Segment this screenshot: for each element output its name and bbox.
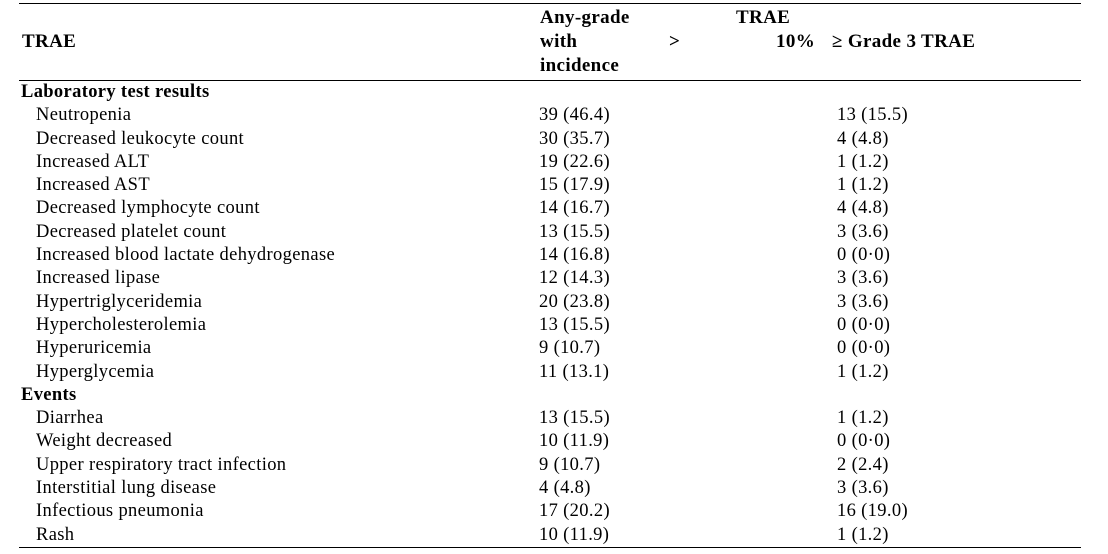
row-grade3: 0 (0·0) [837,314,891,335]
row-any-grade: 13 (15.5) [539,408,610,429]
row-name: Decreased leukocyte count [36,128,245,149]
table-row: Decreased lymphocyte count 14 (16.7) 4 (4.… [19,197,1081,220]
row-any-grade: 4 (4.8) [539,478,591,499]
row-grade3: 0 (0·0) [837,431,891,452]
row-any-grade: 12 (14.3) [539,268,610,289]
row-grade3: 3 (3.6) [837,268,889,289]
row-any-grade: 30 (35.7) [539,128,610,149]
row-any-grade: 14 (16.7) [539,198,610,219]
table-row: Hyperuricemia 9 (10.7) 0 (0·0) [19,337,1081,360]
row-name: Increased lipase [36,268,161,289]
row-name: Increased ALT [36,151,150,172]
table-row: Decreased platelet count 13 (15.5) 3 (3.6) [19,221,1081,244]
row-grade3: 0 (0·0) [837,338,891,359]
row-grade3: 1 (1.2) [837,524,889,545]
row-name: Neutropenia [36,105,132,126]
row-grade3: 13 (15.5) [837,105,908,126]
row-name: Increased AST [36,175,150,196]
row-name: Infectious pneumonia [36,501,204,522]
table-row: Infectious pneumonia 17 (20.2) 16 (19.0) [19,500,1081,523]
table-row: Increased ALT 19 (22.6) 1 (1.2) [19,151,1081,174]
row-any-grade: 20 (23.8) [539,291,610,312]
header-word-with: with [540,31,578,52]
table-row: Upper respiratory tract infection 9 (10.7… [19,454,1081,477]
row-grade3: 1 (1.2) [837,408,889,429]
header-word-gt: > [669,31,681,52]
header-word-trae: TRAE [736,7,791,28]
row-any-grade: 13 (15.5) [539,314,610,335]
row-name: Decreased lymphocyte count [36,198,260,219]
row-name: Hyperuricemia [36,338,152,359]
table-row: Increased AST 15 (17.9) 1 (1.2) [19,174,1081,197]
table-header: TRAE Any-grade TRAE with > 10% incidence… [19,3,1081,81]
row-any-grade: 15 (17.9) [539,175,610,196]
table-row: Neutropenia 39 (46.4) 13 (15.5) [19,104,1081,127]
header-row: TRAE Any-grade TRAE with > 10% incidence… [19,3,1081,81]
row-grade3: 1 (1.2) [837,175,889,196]
table-row: Increased blood lactate dehydrogenase 14 … [19,244,1081,267]
header-word-10: 10% [776,31,816,52]
row-name: Increased blood lactate dehydrogenase [36,245,336,266]
row-grade3: 4 (4.8) [837,128,889,149]
row-name: Hypertriglyceridemia [36,291,203,312]
header-trae: TRAE [22,31,77,53]
row-any-grade: 9 (10.7) [539,338,601,359]
row-name: Upper respiratory tract infection [36,454,287,475]
row-any-grade: 11 (13.1) [539,361,610,382]
row-any-grade: 10 (11.9) [539,431,610,452]
table-row: Rash 10 (11.9) 1 (1.2) [19,524,1081,548]
header-any-grade: Any-grade TRAE with > 10% incidence [538,4,832,81]
row-any-grade: 19 (22.6) [539,151,610,172]
section-row: Laboratory test results [19,81,1081,105]
row-name: Weight decreased [36,431,173,452]
row-grade3: 3 (3.6) [837,478,889,499]
table-row: Increased lipase 12 (14.3) 3 (3.6) [19,267,1081,290]
header-word-any-grade: Any-grade [540,7,630,28]
row-any-grade: 10 (11.9) [539,524,610,545]
row-name: Diarrhea [36,408,104,429]
trae-table: TRAE Any-grade TRAE with > 10% incidence… [19,3,1081,548]
table-row: Decreased leukocyte count 30 (35.7) 4 (4.8… [19,128,1081,151]
row-name: Interstitial lung disease [36,478,217,499]
row-name: Hyperglycemia [36,361,155,382]
table-row: Hypercholesterolemia 13 (15.5) 0 (0·0) [19,314,1081,337]
table-row: Hyperglycemia 11 (13.1) 1 (1.2) [19,361,1081,384]
row-grade3: 16 (19.0) [837,501,908,522]
section-title: Events [21,384,77,405]
header-word-incidence: incidence [540,55,620,76]
section-title: Laboratory test results [21,82,210,102]
header-any-grade-text: Any-grade TRAE with > 10% incidence [538,4,818,80]
row-grade3: 1 (1.2) [837,151,889,172]
row-any-grade: 9 (10.7) [539,454,601,475]
row-name: Decreased platelet count [36,221,227,242]
header-grade3: ≥ Grade 3 TRAE [832,31,976,53]
row-grade3: 3 (3.6) [837,291,889,312]
table-body: Laboratory test results Neutropenia 39 (4… [19,81,1081,548]
row-name: Rash [36,524,75,545]
row-any-grade: 14 (16.8) [539,245,610,266]
row-any-grade: 17 (20.2) [539,501,610,522]
table-row: Hypertriglyceridemia 20 (23.8) 3 (3.6) [19,291,1081,314]
row-grade3: 3 (3.6) [837,221,889,242]
row-grade3: 1 (1.2) [837,361,889,382]
section-row: Events [19,384,1081,407]
table-row: Interstitial lung disease 4 (4.8) 3 (3.6) [19,477,1081,500]
row-grade3: 2 (2.4) [837,454,889,475]
row-any-grade: 13 (15.5) [539,221,610,242]
table-row: Diarrhea 13 (15.5) 1 (1.2) [19,407,1081,430]
row-any-grade: 39 (46.4) [539,105,610,126]
table-row: Weight decreased 10 (11.9) 0 (0·0) [19,430,1081,453]
row-grade3: 4 (4.8) [837,198,889,219]
row-name: Hypercholesterolemia [36,314,207,335]
row-grade3: 0 (0·0) [837,245,891,266]
